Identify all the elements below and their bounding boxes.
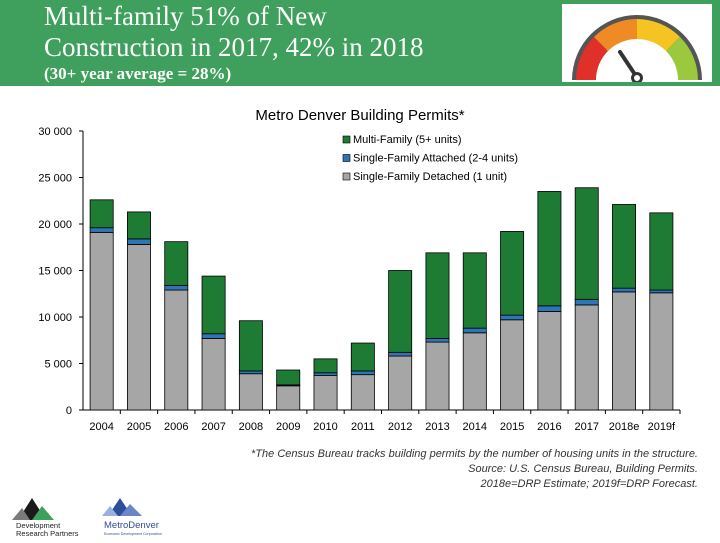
bar-segment (313, 372, 338, 376)
title-banner: Multi-family 51% of New Construction in … (0, 0, 720, 86)
y-tick-label: 20 000 (38, 219, 72, 231)
y-tick-label: 25 000 (38, 173, 72, 185)
x-tick-label: 2009 (276, 421, 300, 433)
bar-segment (425, 341, 450, 411)
x-tick-label: 2016 (537, 421, 561, 433)
bar-segment (276, 369, 301, 386)
footnote-legend-note: 2018e=DRP Estimate; 2019f=DRP Forecast. (480, 478, 698, 490)
x-tick-label: 2008 (239, 421, 263, 433)
y-tick-label: 0 (66, 405, 72, 417)
bar-segment (127, 211, 151, 240)
bar-segment (313, 358, 338, 374)
page-title-line-1: Multi-family 51% of New (44, 1, 327, 31)
logo-area: Development Research Partners MetroDenve… (8, 492, 168, 543)
stacked-bar-chart: 0 5 000 10 000 15 000 20 000 25 000 30 000 2004… (38, 126, 681, 433)
x-tick-label: 2014 (463, 421, 487, 433)
legend-label: Single-Family Detached (1 unit) (353, 171, 507, 183)
bar-segment (164, 241, 189, 286)
bar-segment (350, 342, 375, 372)
bar-segment (164, 289, 189, 411)
bar-segment (238, 370, 263, 375)
drp-logo-line-2: Research Partners (16, 529, 79, 538)
x-tick-label: 2006 (164, 421, 188, 433)
bar-segment (500, 319, 525, 411)
y-tick-label: 5 000 (44, 359, 72, 371)
page-title-line-2: Construction in 2017, 42% in 2018 (44, 32, 424, 62)
bar-segment (462, 327, 487, 334)
legend-swatch (342, 154, 351, 162)
legend-label: Multi-Family (5+ units) (353, 134, 462, 146)
metro-denver-logo-tagline: Economic Development Corporation (104, 532, 162, 536)
bar-segment (201, 333, 226, 339)
legend-swatch (342, 135, 351, 144)
y-tick-label: 10 000 (38, 312, 72, 324)
bar-segment (649, 212, 674, 291)
bar-segment (127, 238, 151, 245)
bar-segment (574, 187, 599, 300)
bar-segment (238, 373, 263, 411)
x-tick-label: 2004 (89, 421, 113, 433)
bar-segment (388, 270, 413, 353)
logos-graphic: Development Research Partners MetroDenve… (12, 498, 162, 538)
drp-logo-line-1: Development (16, 521, 61, 530)
bar-segment (537, 311, 562, 411)
bar-segment (164, 284, 189, 291)
bar-segment (425, 337, 450, 343)
bar-segment (89, 199, 114, 229)
bar-segment (462, 332, 487, 411)
page-subtitle: (30+ year average = 28%) (44, 64, 232, 83)
bar-segment (388, 355, 413, 411)
bar-segment (649, 289, 674, 294)
x-tick-label: 2012 (388, 421, 412, 433)
bar-segment (500, 231, 525, 316)
bar-segment (388, 351, 413, 357)
bar-segment (500, 314, 525, 321)
bar-segment (276, 385, 301, 411)
y-tick-label: 30 000 (38, 126, 72, 138)
bar-segment (425, 252, 450, 339)
bar-segment (350, 370, 375, 376)
x-tick-label: 2007 (201, 421, 225, 433)
legend-swatch (342, 172, 351, 181)
bar-segment (612, 291, 636, 411)
gauge-panel (562, 4, 712, 84)
x-tick-label: 2010 (313, 421, 337, 433)
bar-segment (89, 231, 114, 411)
footnote: *The Census Bureau tracks building permi… (251, 447, 698, 492)
footnote-line-1: *The Census Bureau tracks building permi… (251, 448, 698, 460)
bar-segment (462, 252, 487, 329)
bar-segment (89, 227, 114, 233)
chart-title: Metro Denver Building Permits* (255, 107, 465, 124)
x-tick-label: 2018e (609, 421, 640, 433)
x-tick-label: 2019f (648, 421, 676, 433)
bar-segment (537, 305, 562, 312)
x-tick-label: 2013 (425, 421, 449, 433)
drp-logo: Development Research Partners (12, 498, 79, 538)
bar-segment (238, 320, 263, 372)
x-tick-label: 2011 (351, 421, 375, 433)
x-tick-label: 2015 (500, 421, 524, 433)
metro-denver-logo: MetroDenver Economic Development Corpora… (102, 498, 162, 536)
x-tick-label: 2017 (574, 421, 598, 433)
bar-segment (201, 275, 226, 335)
speedometer-gauge-icon (572, 15, 702, 84)
bar-segment (612, 287, 636, 293)
bar-segment (201, 337, 226, 411)
bar-segment (649, 292, 674, 411)
x-tick-label: 2005 (127, 421, 151, 433)
bar-segment (127, 244, 151, 411)
bar-segment (350, 374, 375, 411)
metro-denver-logo-name: MetroDenver (104, 520, 159, 531)
bar-segment (313, 375, 338, 411)
bar-segment (537, 191, 562, 307)
bar-segment (574, 298, 599, 306)
bar-segment (574, 304, 599, 411)
bar-segment (612, 204, 636, 289)
footnote-source: Source: U.S. Census Bureau, Building Per… (468, 463, 698, 475)
legend-label: Single-Family Attached (2-4 units) (353, 153, 518, 165)
y-tick-label: 15 000 (38, 266, 72, 278)
